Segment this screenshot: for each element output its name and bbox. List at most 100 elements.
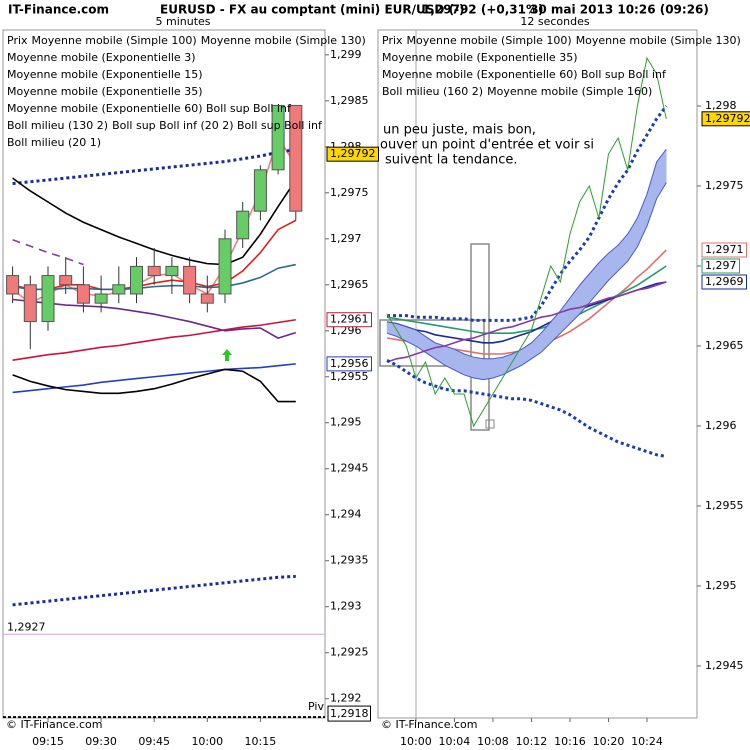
y-tick-label: 1,292 <box>330 692 362 705</box>
candle-body <box>253 169 267 212</box>
last-value-box <box>326 146 379 162</box>
h-line-box <box>327 705 371 722</box>
x-tick-label: 10:00 <box>400 735 432 748</box>
series-line <box>387 105 668 322</box>
last-value-label: 1,29792 <box>705 112 750 125</box>
legend-entry: Boll milieu (160 2) <box>382 85 483 98</box>
band <box>473 356 484 380</box>
y-tick-label: 1,299 <box>330 48 362 61</box>
candle-body <box>94 293 108 304</box>
series-line <box>12 298 297 339</box>
right-frame <box>377 29 698 719</box>
x-tick-label: 10:20 <box>593 735 625 748</box>
last-value-box <box>701 258 740 274</box>
quote: 1,29792 (+0,31%) <box>422 3 544 17</box>
series-line <box>386 265 667 335</box>
legend-entry: Moyenne mobile (Simple 100) <box>407 34 572 47</box>
y-tick-label: 1,2965 <box>705 339 744 352</box>
plot-area <box>386 56 668 458</box>
series-line <box>12 263 296 291</box>
x-tick-label: 10:08 <box>477 735 509 748</box>
series-line <box>386 182 667 381</box>
candle-body <box>112 284 126 295</box>
h-line-label: 1,2918 <box>330 707 369 720</box>
annotation: un peu juste, mais bon, <box>383 123 536 138</box>
y-tick-label: 1,293 <box>330 600 362 613</box>
x-tick-label: 10:24 <box>631 735 663 748</box>
x-tick-label: 10:16 <box>554 735 586 748</box>
legend-entry: Moyenne mobile (Simple 160) <box>487 85 652 98</box>
x-tick-label: 10:00 <box>191 735 223 748</box>
candle-body <box>200 293 214 304</box>
series-line <box>12 368 296 403</box>
y-tick-label: 1,298 <box>705 99 737 112</box>
last-value-label: 1,2956 <box>330 357 369 370</box>
y-tick-label: 1,2925 <box>330 646 369 659</box>
y-tick-label: 1,2955 <box>705 499 744 512</box>
legend-entry: Prix <box>7 34 28 47</box>
candle-body <box>236 210 250 240</box>
candle-body <box>289 104 303 212</box>
buy-arrow <box>222 349 232 361</box>
x-tick-label: 10:12 <box>516 735 548 748</box>
y-tick-label: 1,2935 <box>330 554 369 567</box>
series-line <box>386 281 667 363</box>
legend-entry: Boll milieu (20 1) <box>7 136 101 149</box>
legend-entry: Moyenne mobile (Simple 130) <box>576 34 741 47</box>
y-tick-label: 1,296 <box>705 419 737 432</box>
candle-body <box>23 284 37 323</box>
candle-body <box>271 104 285 171</box>
series-line <box>386 56 667 428</box>
y-tick-label: 1,297 <box>330 232 362 245</box>
y-tick-label: 1,294 <box>330 508 362 521</box>
candle-body <box>165 265 179 277</box>
x-tick-label: 09:45 <box>138 735 170 748</box>
legend-entry: Moyenne mobile (Exponentielle 60) Boll s… <box>382 68 667 81</box>
y-tick-label: 1,295 <box>330 416 362 429</box>
x-tick-label: 09:15 <box>32 735 64 748</box>
series-line <box>12 318 296 361</box>
band <box>483 358 494 380</box>
candle-body <box>218 238 232 295</box>
x-tick-label: 09:30 <box>85 735 117 748</box>
legend-entry: Moyenne mobile (Exponentielle 60) Boll s… <box>7 102 292 115</box>
band <box>463 353 474 379</box>
candle-body <box>183 265 197 295</box>
legend-entry: Moyenne mobile (Simple 130) <box>201 34 366 47</box>
candle-body <box>130 265 143 295</box>
legend-entry: Moyenne mobile (Simple 100) <box>32 34 197 47</box>
last-value-label: 1,2961 <box>330 313 369 326</box>
candle-body <box>76 284 90 304</box>
chart-subtitle: 5 minutes <box>155 15 210 28</box>
y-tick-label: 1,2965 <box>330 278 369 291</box>
h-line-name: Piv <box>308 700 324 713</box>
y-tick-label: 1,295 <box>705 579 737 592</box>
annotation: suivent la tendance. <box>385 153 518 168</box>
legend-entry: Prix <box>382 34 403 47</box>
candle-body <box>41 275 55 323</box>
last-value-box <box>701 242 747 258</box>
legend-entry: Moyenne mobile (Exponentielle 15) <box>7 68 203 81</box>
legend-entry: Boll milieu (130 2) <box>7 119 108 132</box>
candle-body <box>147 265 161 277</box>
legend-entry: Moyenne mobile (Exponentielle 35) <box>382 51 578 64</box>
last-value-box <box>326 312 372 328</box>
candle-body <box>6 275 20 295</box>
footer: © IT-Finance.com <box>381 718 478 731</box>
y-tick-label: 1,2975 <box>705 179 744 192</box>
series-line <box>386 148 667 360</box>
y-tick-label: 1,2955 <box>330 370 369 383</box>
legend-entry: Boll sup Boll inf (20 2) Boll sup Boll i… <box>112 119 323 132</box>
annotation: ouver un point d'entrée et voir si <box>380 138 594 153</box>
last-value-label: 1,297 <box>705 259 737 272</box>
drawing-box <box>470 243 490 431</box>
h-line-label: 1,2927 <box>7 620 46 633</box>
footer: © IT-Finance.com <box>6 718 103 731</box>
site-name: IT-Finance.com <box>8 3 109 17</box>
y-tick-label: 1,2945 <box>705 659 744 672</box>
legend-entry: Moyenne mobile (Exponentielle 35) <box>7 85 203 98</box>
last-value-label: 1,2969 <box>705 275 744 288</box>
date: 30 mai 2013 10:26 (09:26) <box>530 3 709 17</box>
last-value-label: 1,29792 <box>330 147 376 160</box>
